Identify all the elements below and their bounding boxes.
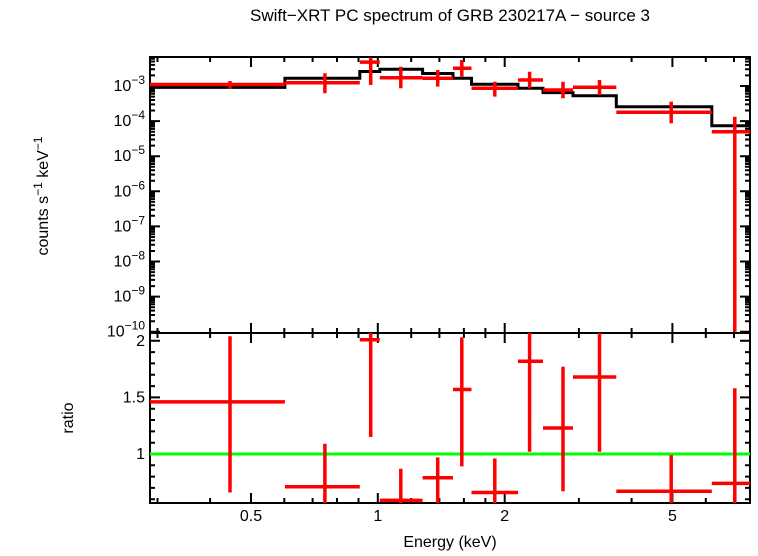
- ratio-panel-border: [149, 332, 751, 504]
- spectrum-data-cross: [379, 66, 423, 89]
- x-axis-tick-label: 5: [668, 508, 677, 525]
- ratio-data-cross: [471, 458, 518, 503]
- ratio-data-cross: [422, 457, 453, 503]
- tick-marks-major: [150, 57, 750, 503]
- spectrum-data-cross: [573, 80, 617, 96]
- y-axis-tick-label: 10−9: [114, 284, 146, 306]
- tick-marks-minor: [150, 57, 750, 503]
- y-axis-tick-label: 10−3: [114, 73, 146, 95]
- ratio-data-cross: [359, 333, 380, 437]
- ratio-tick-label: 2: [136, 333, 145, 350]
- spectrum-data-cross: [422, 70, 453, 87]
- x-axis-tick-label: 1: [373, 508, 382, 525]
- y-axis-tick-label: 10−7: [114, 213, 146, 235]
- x-axis-tick-label: 2: [500, 508, 509, 525]
- ratio-data-cross: [379, 468, 423, 503]
- ratio-data-cross: [518, 333, 543, 452]
- y-axis-tick-label: 10−4: [114, 108, 146, 130]
- top-panel-border: [149, 56, 751, 334]
- ratio-data-cross: [150, 336, 285, 493]
- ratio-data-cross: [453, 337, 472, 467]
- spectrum-data-cross: [616, 101, 712, 124]
- ratio-data-cross: [543, 366, 573, 492]
- ratio-data-cross: [573, 333, 617, 452]
- spectrum-data-cross: [453, 60, 472, 77]
- spectrum-data-cross: [543, 81, 573, 99]
- x-axis-tick-label: 0.5: [240, 508, 262, 525]
- spectrum-data-cross: [150, 81, 285, 89]
- y-axis-tick-label: 10−5: [114, 143, 146, 165]
- ratio-data-cross: [284, 443, 360, 503]
- y-axis-tick-label: 10−8: [114, 249, 146, 271]
- spectrum-data-cross: [284, 73, 360, 94]
- ratio-tick-label: 1.5: [123, 389, 145, 406]
- y-axis-title-counts: counts s−1 keV−1: [31, 136, 52, 255]
- x-axis-title: Energy (keV): [403, 534, 496, 551]
- spectrum-data-cross: [518, 71, 543, 89]
- spectrum-data-cross: [711, 116, 750, 332]
- plot-title: Swift−XRT PC spectrum of GRB 230217A − s…: [249, 6, 650, 25]
- ratio-data-cross: [616, 455, 712, 503]
- spectrum-data-cross: [359, 57, 380, 85]
- ratio-tick-label: 1: [136, 446, 145, 463]
- y-axis-tick-label: 10−6: [114, 178, 146, 200]
- spectrum-data-cross: [471, 81, 518, 97]
- model-step-line: [150, 67, 750, 128]
- ratio-data-cross: [711, 388, 750, 503]
- y-axis-title-ratio: ratio: [60, 402, 77, 433]
- y-axis-tick-label: 10−10: [107, 319, 145, 341]
